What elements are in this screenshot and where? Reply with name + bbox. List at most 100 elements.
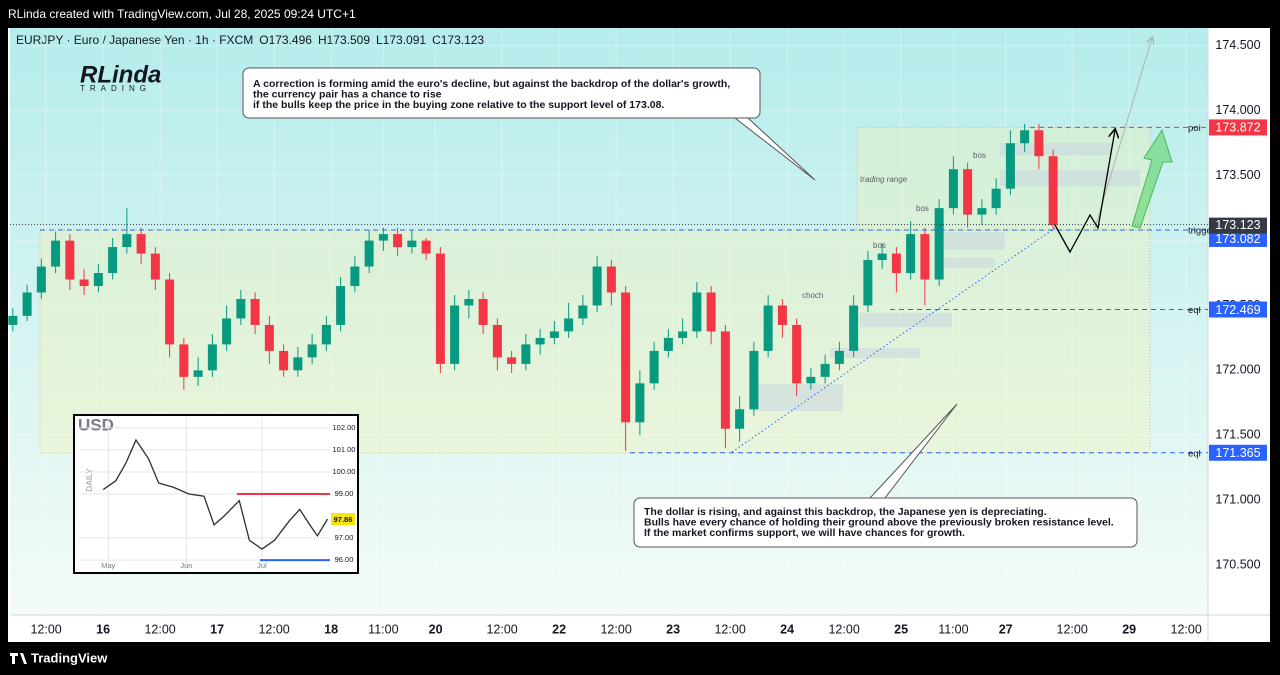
x-tick-label: 12:00: [144, 622, 175, 636]
candle-body: [478, 298, 488, 325]
candle-body: [250, 298, 260, 325]
x-tick-label: 12:00: [30, 622, 61, 636]
price-tag: [1209, 119, 1267, 136]
chart-note: bos: [873, 241, 886, 250]
order-block: [940, 258, 995, 268]
candle-body: [150, 253, 160, 280]
level-name: eql: [1188, 305, 1201, 316]
target-line: [1094, 38, 1152, 229]
x-tick-label: Jul: [257, 561, 267, 570]
price-tag-label: 172.469: [1215, 303, 1260, 317]
trend-line: [731, 227, 1056, 453]
candle-body: [535, 337, 545, 345]
symbol-title: EURJPY · Euro / Japanese Yen · 1h · FXCM: [16, 33, 253, 47]
candle-body: [948, 169, 958, 209]
candle-body: [649, 350, 659, 384]
price-tag-label: 173.123: [1215, 218, 1260, 232]
callout-2: The dollar is rising, and against this b…: [633, 403, 1138, 548]
x-tick-label: 27: [999, 622, 1013, 636]
candle-body: [393, 234, 403, 248]
candle-body: [279, 350, 289, 371]
level-name: eql: [1188, 448, 1201, 459]
candle-body: [136, 234, 146, 254]
y-tick-label: 102.00: [333, 423, 356, 432]
callout-line: A correction is forming amid the euro's …: [253, 78, 730, 90]
candle-body: [963, 169, 973, 215]
logo-name: RLinda: [80, 61, 161, 88]
candle-body: [849, 305, 859, 351]
y-tick-label: 96.00: [335, 555, 354, 564]
candle-body: [179, 344, 189, 377]
x-tick-label: 11:00: [938, 622, 968, 636]
candle-body: [820, 363, 830, 377]
candle-body: [336, 286, 346, 325]
x-tick-label: 23: [666, 622, 680, 636]
callout-tail: [734, 117, 816, 181]
candle-body: [621, 292, 631, 423]
candle-body: [606, 266, 616, 293]
order-block: [935, 232, 1005, 250]
candle-body: [8, 315, 18, 325]
price-tag-label: 173.082: [1215, 232, 1260, 246]
order-block: [1000, 143, 1112, 155]
callout-text: The dollar is rising, and against this b…: [644, 506, 1114, 539]
price-tag-label: 171.365: [1215, 446, 1260, 460]
ohlc-open: O173.496: [259, 33, 312, 47]
candle-body: [79, 279, 89, 287]
price-tag-label: 173.872: [1215, 121, 1260, 135]
x-tick-label: 22: [552, 622, 566, 636]
candle-body: [1034, 130, 1044, 157]
inset-y-label: DAILY: [85, 468, 94, 492]
candle-body: [678, 331, 688, 338]
level-name: trigger: [1188, 225, 1215, 236]
candle-body: [492, 324, 502, 358]
candle-body: [122, 234, 132, 248]
candle-body: [1020, 130, 1030, 144]
x-tick-label: 12:00: [714, 622, 745, 636]
price-path: [1054, 130, 1115, 254]
candle-body: [421, 240, 431, 254]
candle-body: [193, 370, 203, 377]
footer-logo: TradingView: [10, 650, 108, 665]
y-tick-label: 101.00: [333, 445, 356, 454]
x-tick-label: Jun: [180, 561, 192, 570]
candle-body: [706, 292, 716, 332]
x-tick-label: 12:00: [600, 622, 631, 636]
x-tick-label: 12:00: [486, 622, 517, 636]
x-tick-label: 16: [96, 622, 110, 636]
y-tick-label: 173.500: [1215, 168, 1260, 182]
price-line: [102, 438, 329, 550]
x-tick-label: 24: [780, 622, 794, 636]
candle-body: [749, 350, 759, 410]
candle-body: [692, 292, 702, 332]
price-tag: [1209, 301, 1267, 318]
callout-text: A correction is forming amid the euro's …: [253, 78, 730, 111]
ohlc-close: C173.123: [432, 33, 484, 47]
x-tick-label: 11:00: [368, 622, 398, 636]
candle-body: [222, 318, 232, 345]
callout-line: Bulls have every chance of holding their…: [644, 516, 1114, 528]
candle-body: [934, 208, 944, 280]
price-tag: [331, 513, 355, 526]
candle-body: [51, 240, 61, 267]
inset-plot: 96.00 97.00 99.00 100.00 101.00 102.00 May Jun J…: [78, 418, 355, 570]
candle-body: [592, 266, 602, 306]
candle-body: [777, 305, 787, 325]
candle-body: [564, 318, 574, 332]
order-block: [1000, 170, 1140, 186]
candle-body: [1005, 143, 1015, 189]
candle-body: [891, 253, 901, 274]
y-tick-label: 99.00: [335, 489, 354, 498]
growth-arrow: [1131, 128, 1173, 229]
callout-line: If the market confirms support, we will …: [644, 527, 965, 539]
candle-body: [450, 305, 460, 364]
y-tick-label: 174.500: [1215, 38, 1260, 52]
y-tick-label: 172.000: [1215, 363, 1260, 377]
chart-note: bos: [973, 151, 986, 160]
callout-1: A correction is forming amid the euro's …: [242, 67, 816, 181]
candle-body: [1048, 156, 1058, 226]
chart-note: choch: [802, 291, 823, 300]
candle-body: [635, 383, 645, 423]
